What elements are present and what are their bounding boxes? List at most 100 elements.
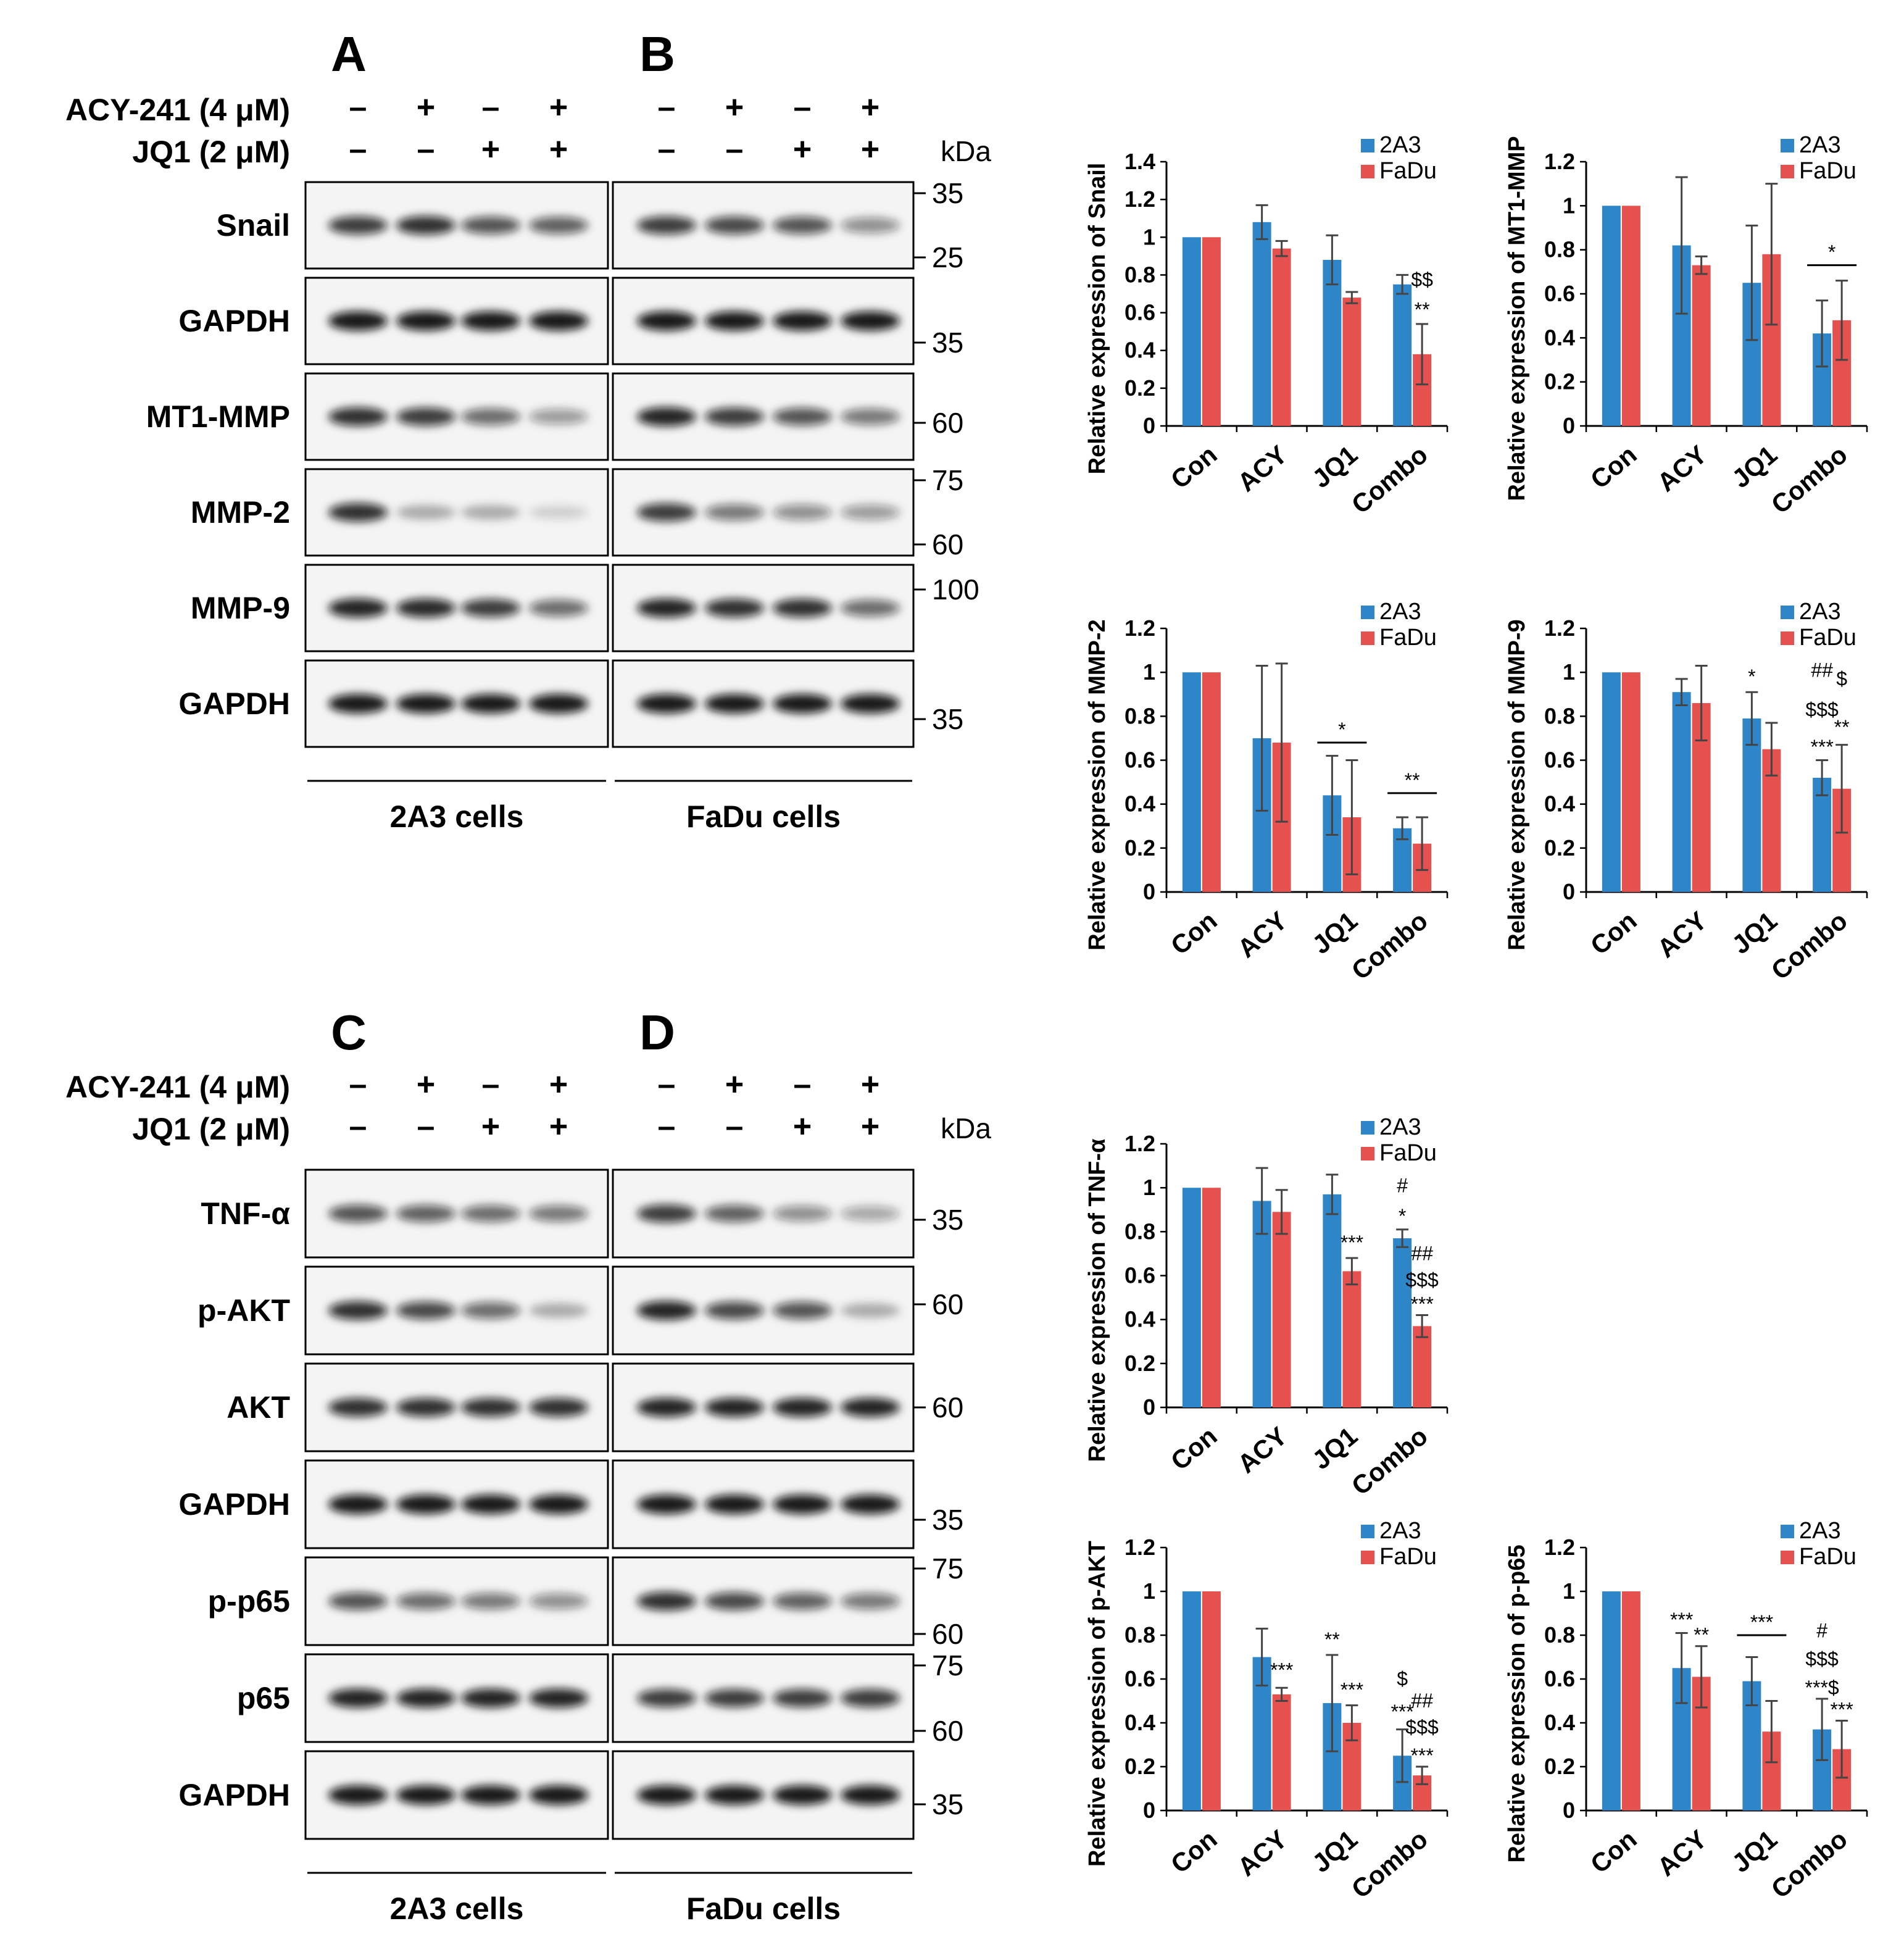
sign-jq1: – (658, 131, 676, 167)
blot-band (773, 1301, 832, 1320)
blot-strip (304, 277, 609, 365)
y-axis-label: Relative expression of MMP-9 (1504, 619, 1530, 950)
bar-2A3 (1742, 718, 1761, 892)
y-tick-label: 0.4 (1544, 791, 1575, 817)
marker-label: 75 (932, 1649, 963, 1681)
blot-band (705, 311, 764, 331)
blot-band (705, 1205, 764, 1222)
blot-strip (612, 468, 915, 557)
blot-band (396, 598, 455, 618)
x-tick-label: Combo (1766, 1824, 1853, 1904)
significance-mark: * (1338, 719, 1345, 741)
legend-swatch (1781, 1525, 1794, 1538)
protein-label: GAPDH (178, 1778, 290, 1812)
blot-band (705, 504, 764, 521)
significance-mark: ** (1324, 1628, 1340, 1651)
blot-band (637, 1591, 696, 1611)
x-tick-label: Con (1165, 1824, 1223, 1878)
y-tick-label: 1 (1143, 1578, 1155, 1604)
sign-acy: – (349, 90, 367, 125)
sign-jq1: + (549, 1109, 568, 1144)
blot-band (841, 1206, 900, 1222)
blot-band (705, 407, 764, 426)
blot-strip (612, 277, 915, 365)
y-tick-label: 0.2 (1125, 1351, 1155, 1376)
blot-band (396, 1688, 455, 1708)
blot-strip (612, 1459, 915, 1549)
blot-strip (304, 372, 609, 461)
bar-FaDu (1621, 672, 1640, 892)
bar-2A3 (1393, 284, 1412, 426)
y-tick-label: 0.2 (1544, 369, 1575, 394)
blot-band (705, 216, 764, 235)
bar-2A3 (1672, 692, 1691, 892)
significance-mark: # (1816, 1620, 1827, 1642)
blot-panel-1: C D ACY-241 (4 μM) JQ1 (2 μM) – – + – – + + + – – + – – +… (65, 1005, 991, 1926)
blot-band (705, 1689, 764, 1707)
significance-mark: *** (1410, 1744, 1433, 1767)
blot-band (637, 1398, 696, 1417)
sign-acy: – (658, 1067, 676, 1102)
y-tick-label: 1.2 (1544, 1535, 1575, 1560)
protein-label: GAPDH (178, 1487, 290, 1522)
blot-band (529, 694, 588, 714)
blot-band (637, 1204, 696, 1223)
sign-jq1: – (349, 131, 367, 167)
legend-label: FaDu (1379, 158, 1437, 184)
sign-acy: + (417, 1067, 435, 1102)
blot-band (529, 1593, 588, 1609)
x-tick-label: JQ1 (1726, 906, 1782, 959)
blot-strip (612, 659, 915, 748)
blot-band (637, 1689, 696, 1707)
y-axis-label: Relative expression of p-p65 (1504, 1544, 1530, 1862)
blot-band (841, 408, 900, 425)
legend-swatch (1361, 1551, 1374, 1564)
legend-swatch (1781, 139, 1794, 152)
blot-band (461, 1398, 520, 1417)
significance-mark: *** (1341, 1678, 1363, 1701)
blot-band (841, 694, 900, 714)
significance-mark: $$$ (1805, 698, 1839, 720)
x-tick-label: ACY (1232, 1421, 1292, 1478)
significance-mark: *** (1750, 1611, 1773, 1633)
blot-band (328, 311, 388, 331)
marker-label: 35 (932, 703, 963, 735)
marker-label: 60 (932, 1618, 963, 1650)
x-tick-label: Combo (1766, 906, 1853, 985)
blot-band (328, 407, 388, 427)
protein-label: AKT (227, 1390, 290, 1425)
legend-label: 2A3 (1799, 1518, 1841, 1544)
sign-jq1: + (793, 1109, 812, 1144)
blot-band (328, 1688, 388, 1708)
y-tick-label: 0 (1143, 879, 1155, 904)
bar-FaDu (1342, 298, 1361, 426)
legend-label: 2A3 (1799, 132, 1841, 158)
blot-band (773, 1398, 832, 1417)
blot-band (841, 1494, 900, 1514)
y-tick-label: 0.4 (1125, 338, 1155, 363)
blot-strip (612, 1362, 915, 1452)
significance-mark: * (1748, 665, 1755, 688)
blot-band (461, 1205, 520, 1222)
condition-label-acy: ACY-241 (4 μM) (65, 93, 290, 127)
blot-band (461, 694, 520, 714)
y-tick-label: 1 (1143, 224, 1155, 249)
blot-band (396, 694, 455, 714)
blot-band (396, 1494, 455, 1514)
y-tick-label: 0.8 (1125, 1622, 1155, 1648)
sign-acy: – (482, 90, 500, 125)
y-tick-label: 1.2 (1544, 615, 1575, 641)
cell-label-2a3: 2A3 cells (390, 1891, 524, 1926)
x-tick-label: JQ1 (1307, 1824, 1363, 1878)
significance-mark: ** (1834, 716, 1850, 738)
blot-band (529, 1494, 588, 1514)
marker-label: 60 (932, 1715, 963, 1747)
marker-label: 35 (932, 177, 963, 209)
y-tick-label: 0.2 (1544, 1754, 1575, 1779)
y-tick-label: 0 (1143, 1798, 1155, 1823)
bar-FaDu (1413, 1326, 1432, 1407)
sign-acy: + (417, 90, 435, 125)
significance-mark: # (1397, 1174, 1408, 1196)
